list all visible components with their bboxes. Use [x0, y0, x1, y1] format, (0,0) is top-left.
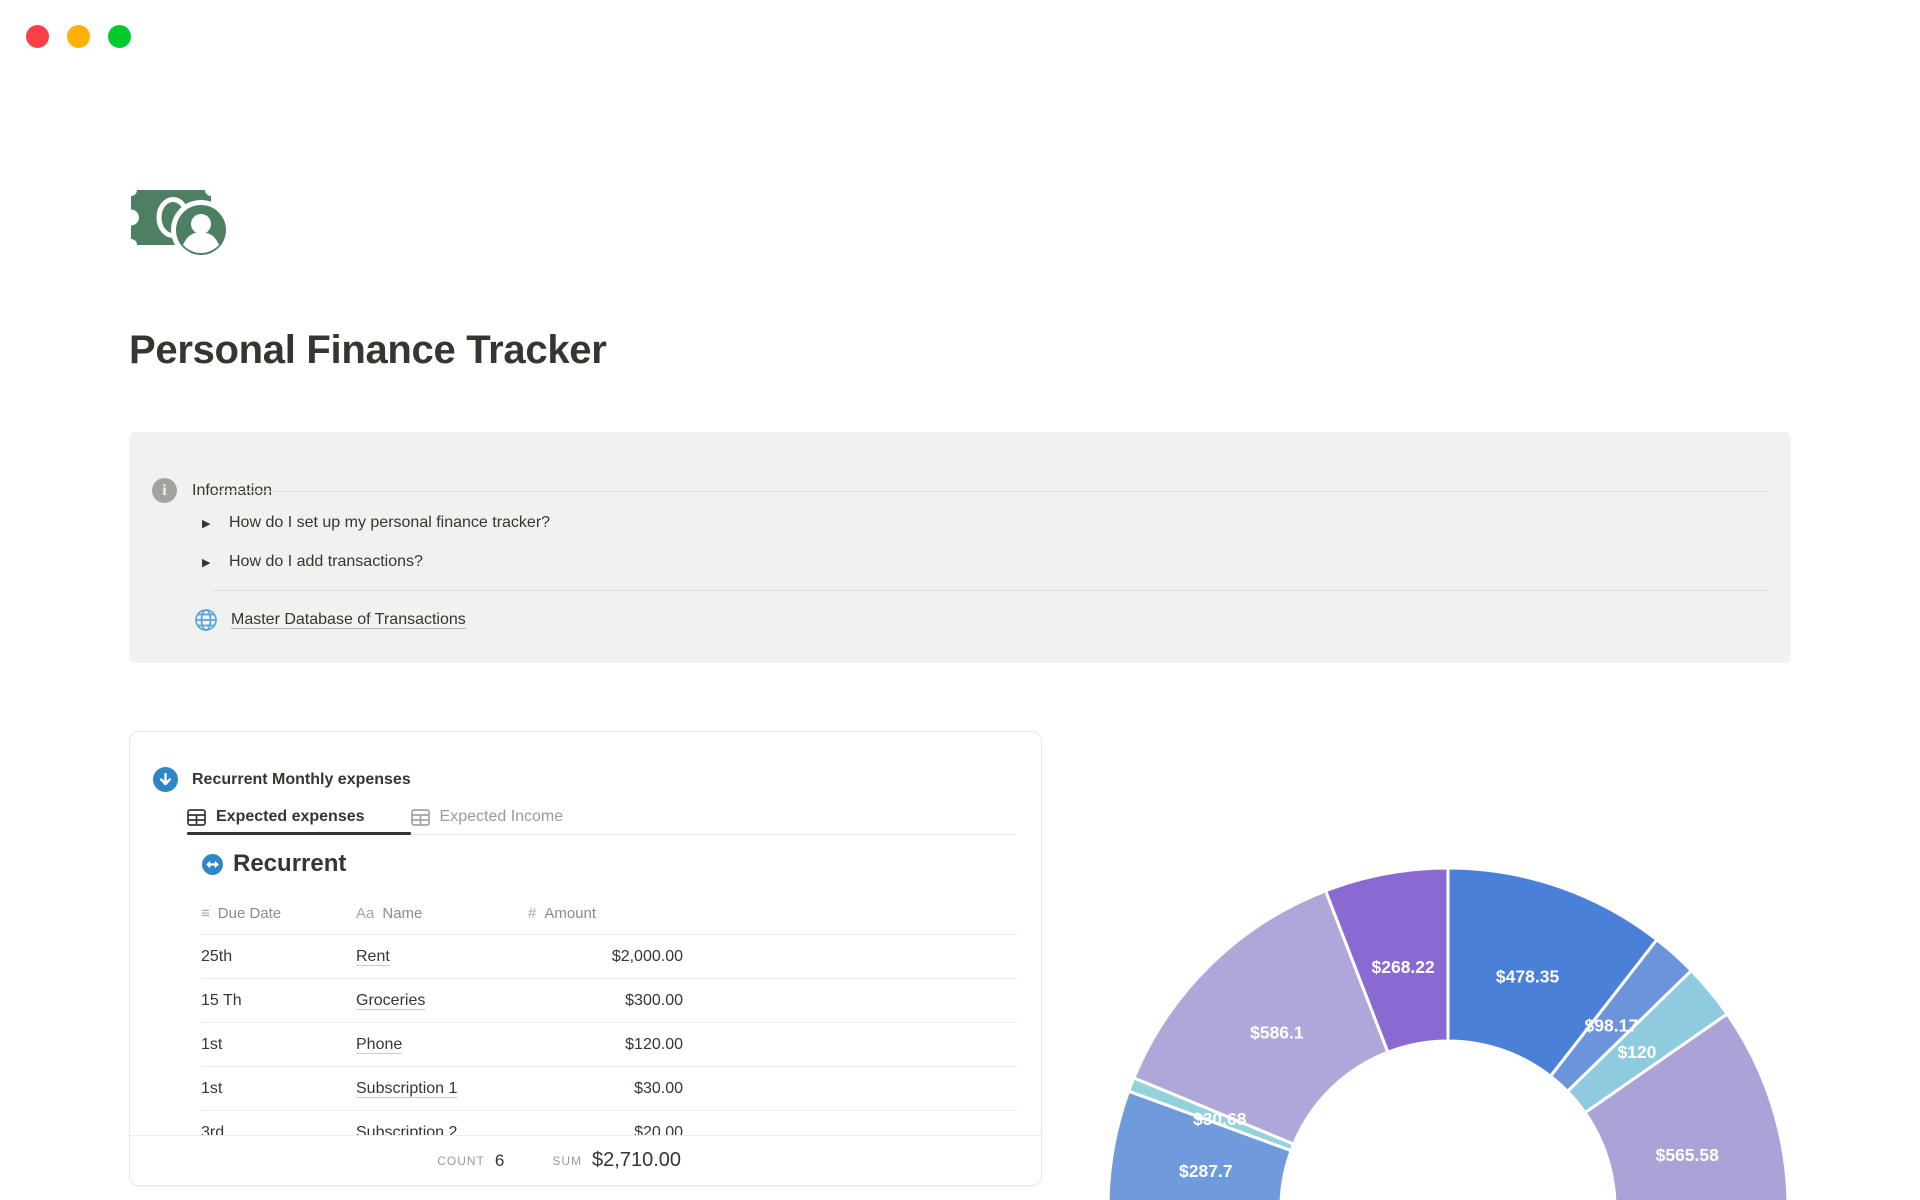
toggle-label: How do I add transactions? — [229, 553, 423, 570]
money-banknote-emoji[interactable] — [131, 183, 239, 261]
name-cell[interactable]: Phone — [356, 1035, 403, 1053]
circle-left-right-arrows-icon — [202, 853, 223, 875]
slice-value-label: $30.68 — [1193, 1109, 1247, 1129]
expenses-table: ≡ Due Date Aa Name # Amount 25th Rent $2,0… — [201, 892, 1017, 1155]
divider — [212, 590, 1767, 591]
close-window-button[interactable] — [26, 25, 49, 48]
name-cell[interactable]: Rent — [356, 947, 390, 965]
table-row[interactable]: 25th Rent $2,000.00 — [201, 935, 1017, 979]
sum-label[interactable]: SUM — [552, 1153, 583, 1168]
number-type-icon: # — [528, 904, 537, 922]
page-title: Personal Finance Tracker — [129, 328, 607, 372]
table-header-row: ≡ Due Date Aa Name # Amount — [201, 892, 1017, 934]
slice-value-label: $268.22 — [1372, 957, 1436, 977]
due-date-cell[interactable]: 1st — [201, 1079, 223, 1097]
text-type-icon: Aa — [356, 904, 375, 922]
divider — [201, 934, 1017, 935]
slice-value-label: $98.17 — [1585, 1015, 1639, 1035]
toggle-arrow-icon[interactable]: ▶ — [202, 517, 211, 530]
toggle-add-transactions-question[interactable]: ▶ How do I add transactions? — [202, 550, 423, 574]
column-header-amount[interactable]: # Amount — [528, 905, 683, 922]
amount-cell[interactable]: $120.00 — [625, 1035, 683, 1053]
donut-slice[interactable] — [1324, 866, 1450, 1054]
count-label[interactable]: COUNT — [437, 1153, 485, 1168]
card-title: Recurrent Monthly expenses — [192, 770, 411, 788]
master-database-link[interactable]: Master Database of Transactions — [231, 611, 466, 628]
slice-value-label: $287.7 — [1179, 1161, 1233, 1181]
column-header-name[interactable]: Aa Name — [356, 905, 528, 922]
toggle-setup-question[interactable]: ▶ How do I set up my personal finance tr… — [202, 511, 550, 535]
due-date-cell[interactable]: 1st — [201, 1035, 223, 1053]
sum-value: $2,710.00 — [592, 1149, 681, 1171]
column-label: Amount — [544, 904, 597, 922]
donut-slice[interactable] — [1132, 889, 1390, 1146]
view-tabs: Expected expenses Expected Income — [187, 800, 563, 834]
lines-icon: ≡ — [201, 904, 210, 922]
minimize-window-button[interactable] — [67, 25, 90, 48]
name-cell[interactable]: Subscription 1 — [356, 1079, 458, 1097]
tab-expected-income[interactable]: Expected Income — [410, 808, 564, 826]
circle-down-arrow-icon — [153, 767, 178, 792]
table-rows: 25th Rent $2,000.00 15 Th Groceries $300.00 1s… — [201, 935, 1017, 1155]
divider — [212, 491, 1767, 492]
due-date-cell[interactable]: 25th — [201, 947, 233, 965]
count-value: 6 — [494, 1150, 505, 1170]
amount-cell[interactable]: $30.00 — [634, 1079, 683, 1097]
donut-slice[interactable] — [1583, 1012, 1790, 1200]
slice-value-label: $478.35 — [1496, 966, 1560, 986]
table-view-icon — [187, 808, 206, 826]
amount-cell[interactable]: $2,000.00 — [611, 947, 683, 965]
table-row[interactable]: 1st Subscription 1 $30.00 — [201, 1067, 1017, 1111]
amount-cell[interactable]: $300.00 — [625, 991, 683, 1009]
tab-label: Expected expenses — [216, 808, 365, 825]
table-row[interactable]: 1st Phone $120.00 — [201, 1023, 1017, 1067]
table-row[interactable]: 15 Th Groceries $300.00 — [201, 979, 1017, 1023]
column-label: Due Date — [217, 904, 282, 922]
toggle-label: How do I set up my personal finance trac… — [229, 514, 551, 531]
slice-value-label: $586.1 — [1250, 1023, 1304, 1043]
name-cell[interactable]: Groceries — [356, 991, 426, 1009]
callout-title: Information — [192, 481, 273, 499]
table-view-icon — [410, 808, 430, 826]
information-callout: i Information ▶ How do I set up my perso… — [129, 432, 1791, 663]
column-header-due-date[interactable]: ≡ Due Date — [201, 905, 356, 922]
recurrent-expenses-card: Recurrent Monthly expenses Expected expe… — [129, 731, 1042, 1186]
toggle-arrow-icon[interactable]: ▶ — [202, 556, 211, 569]
donut-chart-svg: $478.35 $98.17 $120 $565.58 $287.7 $30.68 $586… — [1106, 866, 1790, 1200]
active-tab-underline — [187, 832, 411, 835]
info-icon: i — [152, 478, 177, 503]
zoom-window-button[interactable] — [108, 25, 131, 48]
tab-label: Expected Income — [439, 808, 564, 825]
due-date-cell[interactable]: 15 Th — [201, 991, 242, 1009]
expenses-donut-chart: $478.35 $98.17 $120 $565.58 $287.7 $30.68 $586… — [1050, 820, 1920, 1200]
window-controls — [26, 25, 131, 48]
divider — [187, 834, 1015, 835]
slice-value-label: $565.58 — [1656, 1145, 1720, 1165]
section-title: Recurrent — [233, 850, 347, 877]
table-footer: COUNT 6 SUM $2,710.00 — [130, 1135, 1041, 1185]
slice-value-label: $120 — [1617, 1042, 1656, 1062]
column-label: Name — [382, 904, 423, 922]
globe-icon — [194, 608, 218, 632]
tab-expected-expenses[interactable]: Expected expenses — [187, 808, 365, 826]
